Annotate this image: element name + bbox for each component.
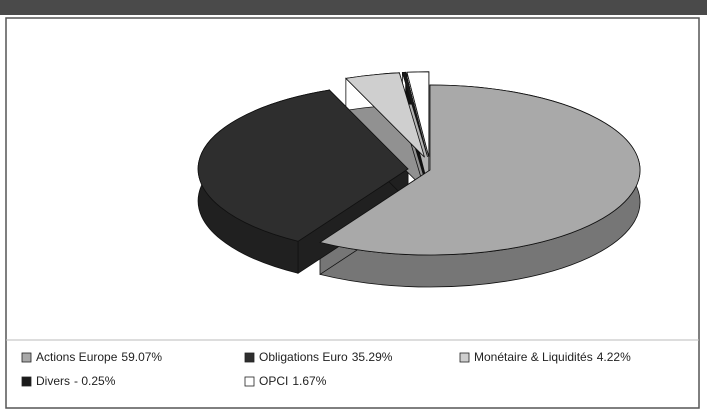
- legend-label: Obligations Euro: [259, 350, 348, 364]
- legend-swatch: [459, 352, 470, 363]
- legend-swatch: [21, 352, 32, 363]
- legend-swatch: [244, 376, 255, 387]
- header-bar: [0, 0, 707, 15]
- legend-label: Monétaire & Liquidités: [474, 350, 593, 364]
- legend-value: 35.29%: [352, 350, 393, 364]
- legend-swatch: [21, 376, 32, 387]
- legend-value: - 0.25%: [74, 374, 116, 388]
- legend-value: 4.22%: [597, 350, 631, 364]
- legend-value: 1.67%: [292, 374, 326, 388]
- pie-slice: [318, 84, 641, 256]
- legend-swatch: [244, 352, 255, 363]
- legend-label: Divers: [36, 374, 70, 388]
- legend-label: OPCI: [259, 374, 288, 388]
- pie-slice: [401, 71, 428, 157]
- pie-slice: [197, 89, 409, 242]
- pie-slice: [345, 72, 425, 158]
- legend-label: Actions Europe: [36, 350, 118, 364]
- pie-slice: [406, 71, 430, 157]
- legend-value: 59.07%: [121, 350, 162, 364]
